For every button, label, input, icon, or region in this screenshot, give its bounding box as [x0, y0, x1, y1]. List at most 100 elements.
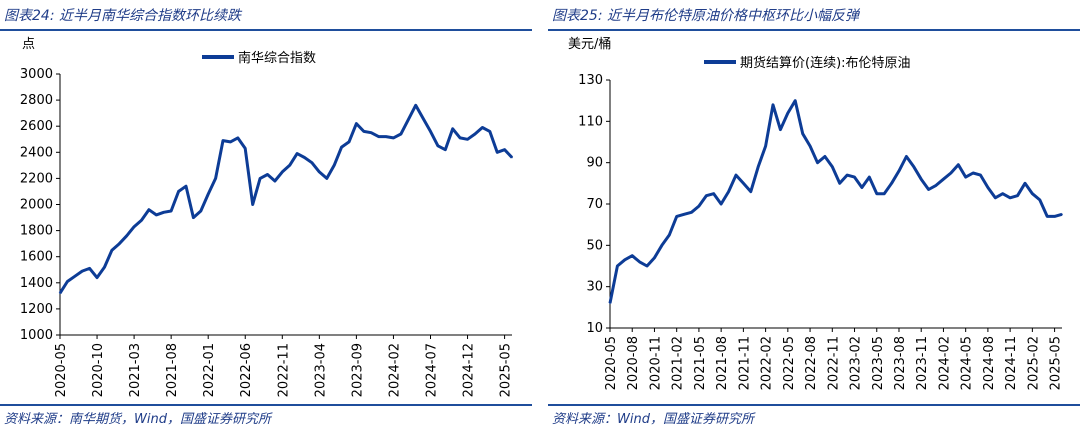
right-data-point — [638, 261, 641, 263]
left-x-tick-label: 2023-04 — [313, 343, 328, 397]
left-data-point — [422, 117, 424, 120]
left-data-point — [414, 104, 417, 107]
left-data-point — [192, 216, 195, 219]
right-data-point — [935, 184, 937, 187]
right-y-tick-label: 50 — [586, 238, 603, 253]
left-data-point — [88, 267, 91, 270]
left-x-tick-label: 2025-05 — [499, 343, 514, 397]
right-x-tick-label: 2023-02 — [849, 336, 864, 390]
right-chart-title: 图表25: 近半月布伦特原油价格中枢环比小幅反弹 — [552, 8, 859, 24]
right-data-point — [772, 104, 774, 106]
left-unit-label: 点 — [22, 37, 35, 52]
left-data-point — [459, 137, 461, 139]
left-data-point — [229, 141, 232, 143]
left-data-point — [318, 171, 321, 173]
left-x-tick-label: 2022-11 — [276, 343, 291, 397]
right-data-point — [757, 166, 759, 168]
right-data-point — [890, 182, 893, 185]
right-y-tick-label: 10 — [586, 321, 603, 336]
left-y-tick-label: 2800 — [20, 93, 53, 108]
left-x-tick-label: 2024-07 — [424, 343, 439, 397]
right-x-tick-label: 2023-08 — [893, 336, 908, 390]
right-data-point — [846, 174, 848, 176]
left-data-point — [244, 147, 246, 150]
right-data-point — [779, 128, 782, 131]
left-data-point — [429, 130, 432, 133]
right-x-tick-label: 2021-05 — [693, 336, 708, 390]
left-y-tick-label: 2400 — [20, 145, 53, 160]
left-data-point — [496, 151, 499, 154]
right-data-point — [853, 176, 856, 178]
left-data-point — [200, 210, 202, 212]
left-data-point — [511, 156, 513, 159]
left-data-point — [266, 173, 269, 176]
right-data-point — [1001, 192, 1004, 195]
right-y-tick-label: 110 — [578, 114, 603, 129]
right-chart-svg: 美元/桶 10 30 50 70 90 110 130 2020-05 2020-08 2020-1… — [568, 37, 1064, 390]
right-data-point — [750, 190, 752, 193]
right-data-point — [905, 155, 908, 158]
left-data-point — [407, 118, 410, 121]
left-y-tick-label: 1400 — [20, 276, 53, 291]
right-chart-panel: 图表25: 近半月布伦特原油价格中枢环比小幅反弹 美元/桶 10 30 50 70 90 1… — [548, 0, 1080, 433]
right-data-point — [661, 244, 663, 247]
left-data-point — [348, 141, 350, 143]
right-data-point — [876, 192, 878, 195]
left-data-point — [489, 130, 491, 133]
left-data-point — [103, 266, 106, 268]
right-data-point — [1031, 192, 1034, 195]
left-y-tick-label: 2200 — [20, 171, 53, 186]
right-x-tick-label: 2022-05 — [782, 336, 797, 390]
right-x-tick-label: 2025-05 — [1049, 336, 1064, 390]
left-y-tick-label: 1800 — [20, 224, 53, 239]
left-data-point — [333, 164, 336, 167]
left-data-point — [125, 235, 128, 237]
right-data-point — [764, 145, 767, 147]
left-data-point — [385, 135, 387, 138]
right-data-point — [898, 170, 900, 172]
left-data-point — [214, 177, 217, 180]
right-data-point — [1053, 215, 1056, 218]
left-y-tick-label: 3000 — [20, 67, 53, 82]
right-data-point — [957, 163, 960, 166]
left-data-point — [355, 122, 358, 125]
left-data-point — [281, 171, 284, 173]
right-data-point — [1061, 213, 1063, 216]
left-data-point — [503, 148, 506, 151]
right-source-note: 资料来源：Wind，国盛证券研究所 — [552, 412, 754, 427]
right-x-tick-label: 2020-11 — [648, 336, 663, 390]
left-data-point — [392, 137, 395, 139]
left-y-tick-label: 2600 — [20, 119, 53, 134]
right-data-point — [942, 178, 945, 180]
right-data-point — [868, 176, 871, 178]
right-x-tick-label: 2024-08 — [982, 336, 997, 390]
right-data-point — [1016, 194, 1019, 197]
right-x-tick-label: 2023-05 — [871, 336, 886, 390]
right-x-tick-label: 2025-02 — [1026, 336, 1041, 390]
right-x-tick-label: 2022-11 — [826, 336, 841, 390]
left-x-tick-label: 2022-06 — [239, 343, 254, 397]
right-data-point — [609, 302, 611, 305]
right-data-point — [624, 259, 626, 261]
right-x-tick-label: 2021-02 — [671, 336, 686, 390]
left-data-point — [74, 275, 76, 278]
right-data-point — [742, 182, 745, 185]
left-x-tick-label: 2021-08 — [165, 343, 180, 397]
left-data-point — [474, 133, 476, 135]
left-bottom-rule — [0, 404, 532, 406]
left-source-note: 资料来源：南华期货，Wind，国盛证券研究所 — [4, 412, 271, 427]
left-data-point — [177, 190, 180, 193]
left-x-tick-label: 2024-12 — [462, 343, 477, 397]
right-x-tick-label: 2023-11 — [915, 336, 930, 390]
left-chart-title: 图表24: 近半月南华综合指数环比续跌 — [4, 8, 241, 24]
right-y-tick-label: 70 — [586, 197, 603, 212]
right-data-point — [831, 166, 834, 168]
left-y-tick-label: 1200 — [20, 302, 53, 317]
left-data-point — [155, 214, 158, 216]
right-data-point — [653, 256, 656, 259]
right-x-tick-label: 2021-11 — [737, 336, 752, 390]
left-data-point — [377, 135, 380, 138]
left-x-tick-label: 2020-10 — [91, 343, 106, 397]
right-data-point — [727, 190, 730, 193]
right-x-tick-label: 2024-02 — [937, 336, 952, 390]
